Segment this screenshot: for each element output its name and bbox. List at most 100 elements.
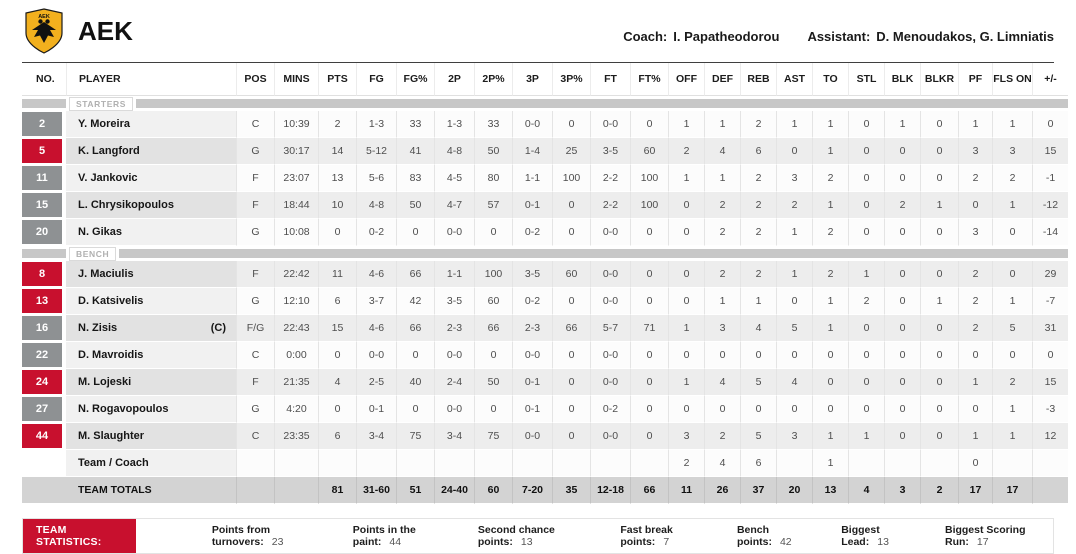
column-header-11: FT <box>590 63 630 96</box>
stat-cell: 1 <box>920 192 958 219</box>
stat-cell: 2 <box>812 219 848 246</box>
stat-cell: 24-40 <box>434 477 474 504</box>
stat-cell: G <box>236 288 274 315</box>
stat-cell: 2 <box>920 477 958 504</box>
stat-cell: 0-0 <box>590 219 630 246</box>
stat-cell: 0 <box>920 369 958 396</box>
stat-cell: 3 <box>958 138 992 165</box>
player-name-cell: L. Chrysikopoulos <box>66 192 236 219</box>
stat-cell: 1 <box>958 423 992 450</box>
player-number-badge: 2 <box>22 112 62 136</box>
stat-cell: 0-1 <box>512 192 552 219</box>
stat-cell: 2-5 <box>356 369 396 396</box>
stat-cell: 1 <box>776 219 812 246</box>
player-number-badge: 11 <box>22 166 62 190</box>
stat-cell: 0-0 <box>590 288 630 315</box>
team-stat-value: 44 <box>389 536 402 548</box>
stat-cell: 0 <box>630 261 668 288</box>
stat-cell: 66 <box>630 477 668 504</box>
stat-cell: 2 <box>704 192 740 219</box>
stat-cell: 2 <box>704 219 740 246</box>
stat-cell: 0 <box>884 165 920 192</box>
stat-cell: 35 <box>552 477 590 504</box>
column-header-0: NO. <box>22 63 66 96</box>
stat-cell: 0 <box>630 423 668 450</box>
stat-cell: 0 <box>848 111 884 138</box>
stat-cell: 0-0 <box>590 261 630 288</box>
player-row: 11 V. Jankovic F 23:07 13 5-6 83 4-5 80 1-1 100 2-2… <box>22 165 1068 192</box>
section-bar-right <box>119 249 1068 258</box>
stat-cell: 0 <box>630 342 668 369</box>
stat-cell: 4 <box>318 369 356 396</box>
stat-cell: 0 <box>740 396 776 423</box>
player-number-cell: 44 <box>22 423 66 450</box>
stat-cell: 2 <box>318 111 356 138</box>
stat-cell: 2 <box>668 450 704 477</box>
stat-cell: 0 <box>848 315 884 342</box>
stat-cell: 100 <box>630 192 668 219</box>
player-name-cell: J. Maciulis <box>66 261 236 288</box>
stat-cell: 2 <box>704 261 740 288</box>
stat-cell: 1 <box>812 138 848 165</box>
stat-cell: 66 <box>474 315 512 342</box>
column-header-6: FG% <box>396 63 434 96</box>
team-totals-row: TEAM TOTALS 81 31-60 51 24-40 60 7-20 35 12-18 66… <box>22 477 1068 504</box>
team-stat-item: Points from turnovers: 23 <box>212 524 325 548</box>
stat-cell: 57 <box>474 192 512 219</box>
stat-cell: 1 <box>704 165 740 192</box>
column-header-9: 3P <box>512 63 552 96</box>
stat-cell: 0 <box>776 342 812 369</box>
column-header-3: MINS <box>274 63 318 96</box>
stat-cell: 0 <box>552 288 590 315</box>
player-number-badge: 24 <box>22 370 62 394</box>
stat-cell <box>1032 450 1068 477</box>
stat-cell: -7 <box>1032 288 1068 315</box>
stat-cell: 0 <box>812 369 848 396</box>
stat-cell: 0 <box>958 192 992 219</box>
stat-cell: 0 <box>958 450 992 477</box>
stat-cell: 1 <box>992 192 1032 219</box>
stat-cell: 12:10 <box>274 288 318 315</box>
stat-cell: 1-1 <box>434 261 474 288</box>
team-stat-label: Points from turnovers: <box>211 524 271 548</box>
stat-cell: 0 <box>920 261 958 288</box>
stat-cell: 1 <box>812 288 848 315</box>
stat-cell: 6 <box>318 288 356 315</box>
stat-cell: 4 <box>776 369 812 396</box>
column-header-22: FLS ON <box>992 63 1032 96</box>
stat-cell: 3-5 <box>590 138 630 165</box>
stat-cell: 1 <box>776 111 812 138</box>
stat-cell: 0-2 <box>512 219 552 246</box>
column-header-10: 3P% <box>552 63 590 96</box>
stat-cell: 4 <box>740 315 776 342</box>
stat-cell: 66 <box>552 315 590 342</box>
team-stat-label: Points in the paint: <box>352 524 416 548</box>
player-number-cell: 15 <box>22 192 66 219</box>
stat-cell: 17 <box>958 477 992 504</box>
stat-cell: 5-6 <box>356 165 396 192</box>
stat-cell: 0 <box>318 342 356 369</box>
stat-cell: 2 <box>668 138 704 165</box>
team-totals-row-label: TEAM TOTALS <box>66 477 236 504</box>
section-cell: BENCH <box>22 246 1068 261</box>
stat-cell: 0-1 <box>512 396 552 423</box>
stat-cell: 0 <box>920 138 958 165</box>
stat-cell: 4-6 <box>356 315 396 342</box>
stat-cell: 0 <box>884 342 920 369</box>
stat-cell: 1 <box>884 111 920 138</box>
stat-cell: 1 <box>740 288 776 315</box>
player-number-badge: 5 <box>22 139 62 163</box>
stat-cell <box>318 450 356 477</box>
player-name-cell: M. Lojeski <box>66 369 236 396</box>
stat-cell: 0 <box>848 369 884 396</box>
stat-cell: 0 <box>552 111 590 138</box>
stat-cell: 3 <box>776 423 812 450</box>
stat-cell: 0-0 <box>512 111 552 138</box>
stat-cell: 0-0 <box>434 396 474 423</box>
stat-cell: 33 <box>396 111 434 138</box>
stat-cell: 50 <box>474 369 512 396</box>
player-name: N. Zisis <box>78 322 118 334</box>
stat-cell: 0-1 <box>512 369 552 396</box>
stat-cell: 50 <box>396 192 434 219</box>
team-statistics-title: TEAM STATISTICS: <box>23 519 136 553</box>
